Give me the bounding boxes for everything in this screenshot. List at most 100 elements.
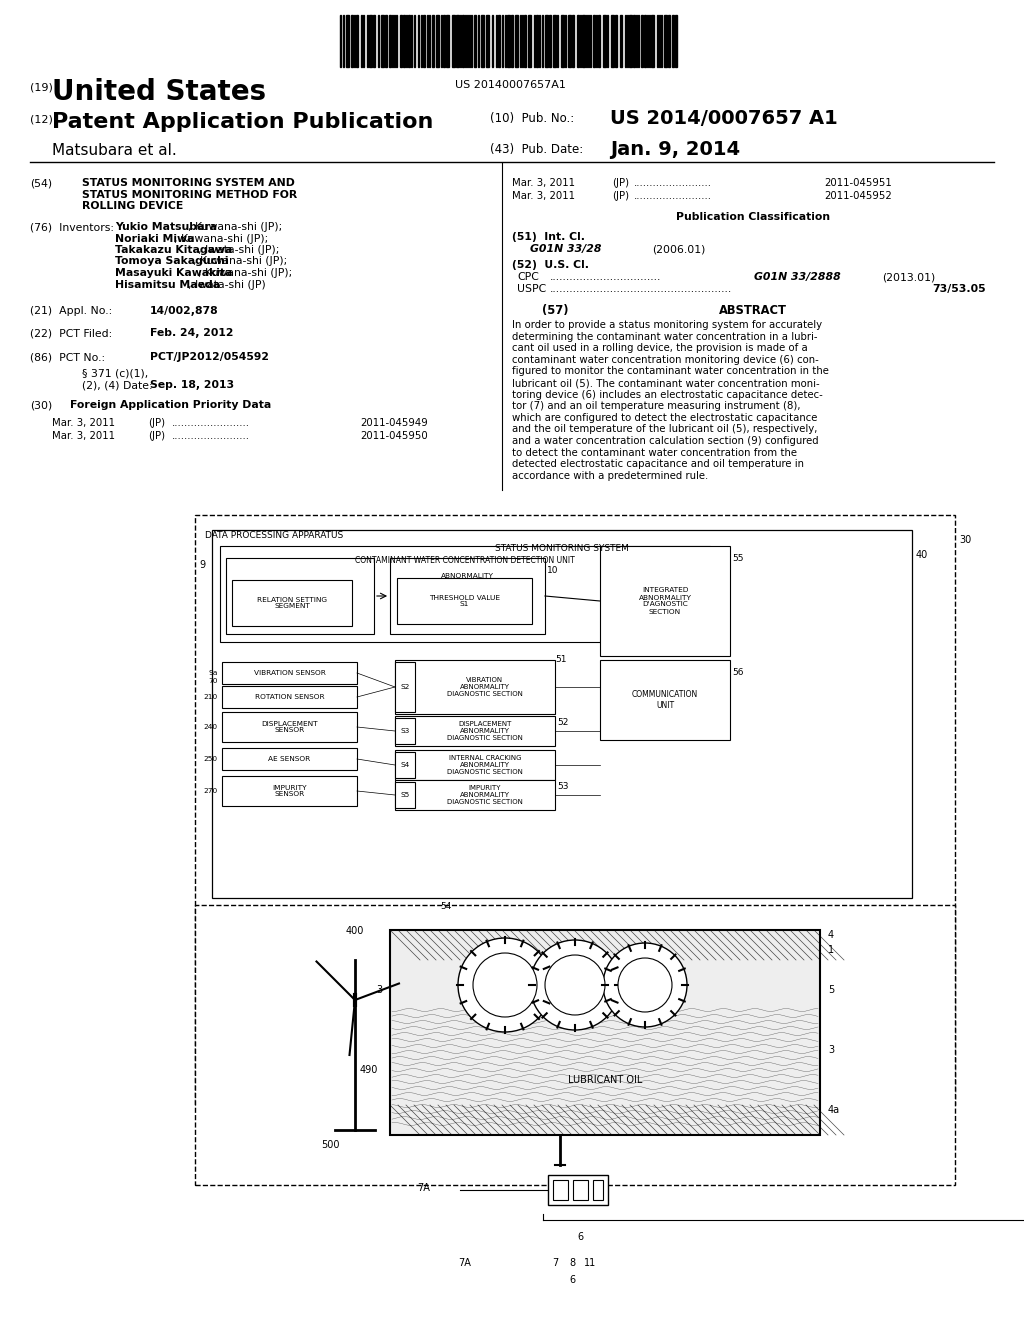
Circle shape bbox=[458, 939, 552, 1032]
Text: contaminant water concentration monitoring device (6) con-: contaminant water concentration monitori… bbox=[512, 355, 819, 364]
Text: 53: 53 bbox=[557, 781, 568, 791]
Text: Foreign Application Priority Data: Foreign Application Priority Data bbox=[70, 400, 271, 411]
Text: (19): (19) bbox=[30, 82, 53, 92]
Text: 70: 70 bbox=[209, 678, 218, 684]
Text: (JP): (JP) bbox=[612, 191, 629, 201]
Text: , Iwata-shi (JP): , Iwata-shi (JP) bbox=[188, 280, 266, 289]
Bar bbox=[389, 15, 391, 67]
Text: (86)  PCT No.:: (86) PCT No.: bbox=[30, 352, 105, 362]
Text: , Kuwana-shi (JP);: , Kuwana-shi (JP); bbox=[194, 256, 288, 267]
Text: tor (7) and an oil temperature measuring instrument (8),: tor (7) and an oil temperature measuring… bbox=[512, 401, 801, 412]
Text: (21)  Appl. No.:: (21) Appl. No.: bbox=[30, 306, 113, 315]
Text: toring device (6) includes an electrostatic capacitance detec-: toring device (6) includes an electrosta… bbox=[512, 389, 822, 400]
Bar bbox=[232, 579, 352, 626]
Bar bbox=[498, 15, 500, 67]
Text: (JP): (JP) bbox=[148, 418, 165, 428]
Text: 30: 30 bbox=[959, 535, 971, 545]
Text: which are configured to detect the electrostatic capacitance: which are configured to detect the elect… bbox=[512, 413, 817, 422]
Bar bbox=[222, 686, 357, 708]
Bar bbox=[577, 15, 579, 67]
Bar bbox=[582, 15, 585, 67]
Bar bbox=[395, 750, 555, 780]
Bar bbox=[436, 15, 439, 67]
Bar bbox=[573, 1180, 588, 1200]
Text: Noriaki Miwa: Noriaki Miwa bbox=[115, 234, 195, 243]
Text: Mar. 3, 2011: Mar. 3, 2011 bbox=[52, 418, 115, 428]
Text: § 371 (c)(1),: § 371 (c)(1), bbox=[82, 368, 148, 378]
Bar bbox=[549, 15, 551, 67]
Bar bbox=[593, 15, 595, 67]
Text: 3: 3 bbox=[376, 985, 382, 995]
Text: 5: 5 bbox=[828, 985, 835, 995]
Text: 500: 500 bbox=[321, 1140, 339, 1150]
Text: ........................: ........................ bbox=[634, 178, 712, 187]
Text: 54: 54 bbox=[440, 902, 452, 911]
Circle shape bbox=[530, 940, 620, 1030]
Text: 2011-045950: 2011-045950 bbox=[360, 432, 428, 441]
Text: Sep. 18, 2013: Sep. 18, 2013 bbox=[150, 380, 234, 389]
Text: 56: 56 bbox=[732, 668, 743, 677]
Bar bbox=[212, 531, 912, 898]
Text: US 2014/0007657 A1: US 2014/0007657 A1 bbox=[610, 110, 838, 128]
Text: 8: 8 bbox=[569, 1258, 575, 1269]
Bar bbox=[600, 546, 730, 656]
Text: Matsubara et al.: Matsubara et al. bbox=[52, 143, 177, 158]
Text: 51: 51 bbox=[555, 655, 566, 664]
Bar bbox=[553, 1180, 568, 1200]
Bar bbox=[620, 15, 622, 67]
Bar bbox=[615, 15, 617, 67]
Bar bbox=[400, 15, 402, 67]
Text: PCT/JP2012/054592: PCT/JP2012/054592 bbox=[150, 352, 269, 362]
Bar bbox=[395, 781, 415, 808]
Text: G01N 33/2888: G01N 33/2888 bbox=[754, 272, 841, 282]
Bar bbox=[452, 15, 455, 67]
Text: 6: 6 bbox=[569, 1275, 575, 1284]
Text: , Kuwana-shi (JP);: , Kuwana-shi (JP); bbox=[174, 234, 268, 243]
Bar bbox=[672, 15, 674, 67]
Bar bbox=[446, 15, 449, 67]
Text: Tomoya Sakaguchi: Tomoya Sakaguchi bbox=[115, 256, 228, 267]
Text: 52: 52 bbox=[557, 718, 568, 727]
Text: (52)  U.S. Cl.: (52) U.S. Cl. bbox=[512, 260, 589, 271]
Text: (10)  Pub. No.:: (10) Pub. No.: bbox=[490, 112, 574, 125]
Text: Patent Application Publication: Patent Application Publication bbox=[52, 112, 433, 132]
Text: STATUS MONITORING SYSTEM: STATUS MONITORING SYSTEM bbox=[495, 544, 629, 553]
Text: (2013.01): (2013.01) bbox=[882, 272, 935, 282]
Text: 210: 210 bbox=[204, 694, 218, 700]
Text: S2: S2 bbox=[400, 684, 410, 690]
Bar bbox=[553, 15, 556, 67]
Text: 55: 55 bbox=[732, 554, 743, 564]
Text: G01N 33/28: G01N 33/28 bbox=[530, 244, 601, 253]
Text: STATUS MONITORING SYSTEM AND: STATUS MONITORING SYSTEM AND bbox=[82, 178, 295, 187]
Text: (2006.01): (2006.01) bbox=[652, 244, 706, 253]
Text: 2011-045951: 2011-045951 bbox=[824, 178, 892, 187]
Bar bbox=[395, 715, 555, 746]
Text: VIBRATION
ABNORMALITY
DIAGNOSTIC SECTION: VIBRATION ABNORMALITY DIAGNOSTIC SECTION bbox=[447, 677, 523, 697]
Bar bbox=[507, 15, 510, 67]
Text: and a water concentration calculation section (9) configured: and a water concentration calculation se… bbox=[512, 436, 818, 446]
Text: 2011-045949: 2011-045949 bbox=[360, 418, 428, 428]
Bar bbox=[369, 15, 372, 67]
Text: 2011-045952: 2011-045952 bbox=[824, 191, 892, 201]
Text: 14/002,878: 14/002,878 bbox=[150, 306, 219, 315]
Circle shape bbox=[618, 958, 672, 1012]
Text: 73/53.05: 73/53.05 bbox=[932, 284, 986, 294]
Text: and the oil temperature of the lubricant oil (5), respectively,: and the oil temperature of the lubricant… bbox=[512, 425, 817, 434]
Text: 270: 270 bbox=[204, 788, 218, 795]
Bar bbox=[346, 15, 349, 67]
Text: Takakazu Kitagawa: Takakazu Kitagawa bbox=[115, 246, 232, 255]
Bar bbox=[385, 15, 387, 67]
Text: 9a: 9a bbox=[209, 671, 218, 676]
Text: Feb. 24, 2012: Feb. 24, 2012 bbox=[150, 327, 233, 338]
Bar bbox=[195, 515, 955, 1105]
Text: Mar. 3, 2011: Mar. 3, 2011 bbox=[52, 432, 115, 441]
Text: accordance with a predetermined rule.: accordance with a predetermined rule. bbox=[512, 471, 709, 480]
Circle shape bbox=[545, 954, 605, 1015]
Text: S3: S3 bbox=[400, 729, 410, 734]
Text: CONTAMINANT WATER CONCENTRATION DETECTION UNIT: CONTAMINANT WATER CONCENTRATION DETECTIO… bbox=[355, 556, 574, 565]
Text: 10: 10 bbox=[547, 566, 558, 576]
Bar bbox=[222, 663, 357, 684]
Text: 7A: 7A bbox=[417, 1183, 430, 1193]
Bar bbox=[395, 752, 415, 777]
Text: S5: S5 bbox=[400, 792, 410, 799]
